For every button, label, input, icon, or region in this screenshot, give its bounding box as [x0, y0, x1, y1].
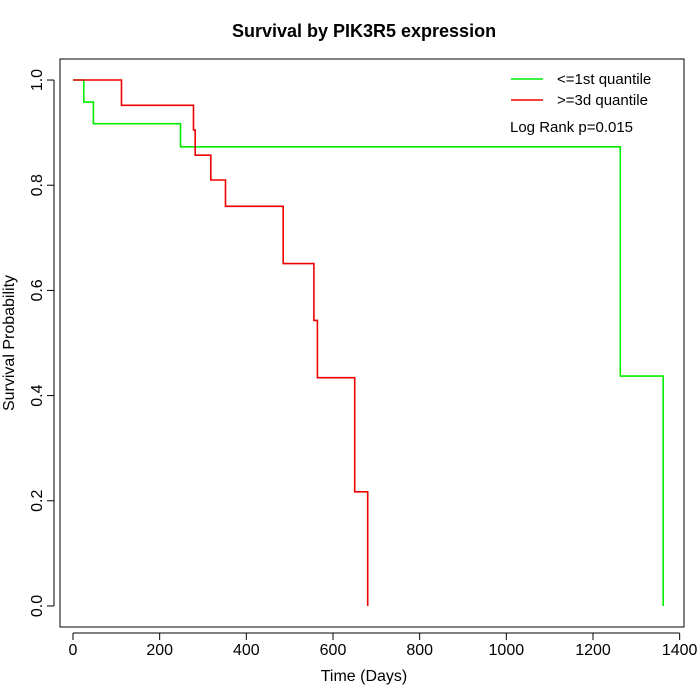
series-line-2	[73, 79, 369, 606]
y-axis: 0.0 0.2 0.4 0.6 0.8 1.0	[29, 69, 55, 617]
y-tick-label: 0.2	[29, 490, 46, 512]
plot-frame	[59, 58, 685, 628]
y-tick-label: 0.0	[29, 595, 46, 617]
x-tick-label: 1400	[662, 642, 698, 659]
x-axis-label: Time (Days)	[321, 668, 408, 685]
y-tick-label: 0.8	[29, 174, 46, 196]
log-rank-annotation: Log Rank p=0.015	[510, 119, 633, 136]
series-layer	[73, 79, 665, 606]
x-tick-label: 600	[320, 642, 347, 659]
y-tick-label: 0.6	[29, 279, 46, 301]
y-tick-label: 1.0	[29, 69, 46, 91]
x-tick-label: 1200	[575, 642, 611, 659]
x-tick-label: 200	[146, 642, 173, 659]
x-tick-label: 400	[233, 642, 260, 659]
legend-label-2: >=3d quantile	[557, 92, 648, 109]
x-axis: 0 200 400 600 800 1000 1200 1400	[69, 632, 698, 659]
series-line-1	[73, 79, 665, 606]
x-tick-label: 1000	[489, 642, 525, 659]
y-tick-label: 0.4	[29, 384, 46, 406]
chart-title: Survival by PIK3R5 expression	[232, 21, 496, 41]
x-tick-label: 800	[406, 642, 433, 659]
legend: <=1st quantile >=3d quantile	[511, 71, 651, 109]
x-tick-label: 0	[69, 642, 78, 659]
y-axis-label: Survival Probability	[1, 275, 18, 411]
legend-label-1: <=1st quantile	[557, 71, 651, 88]
